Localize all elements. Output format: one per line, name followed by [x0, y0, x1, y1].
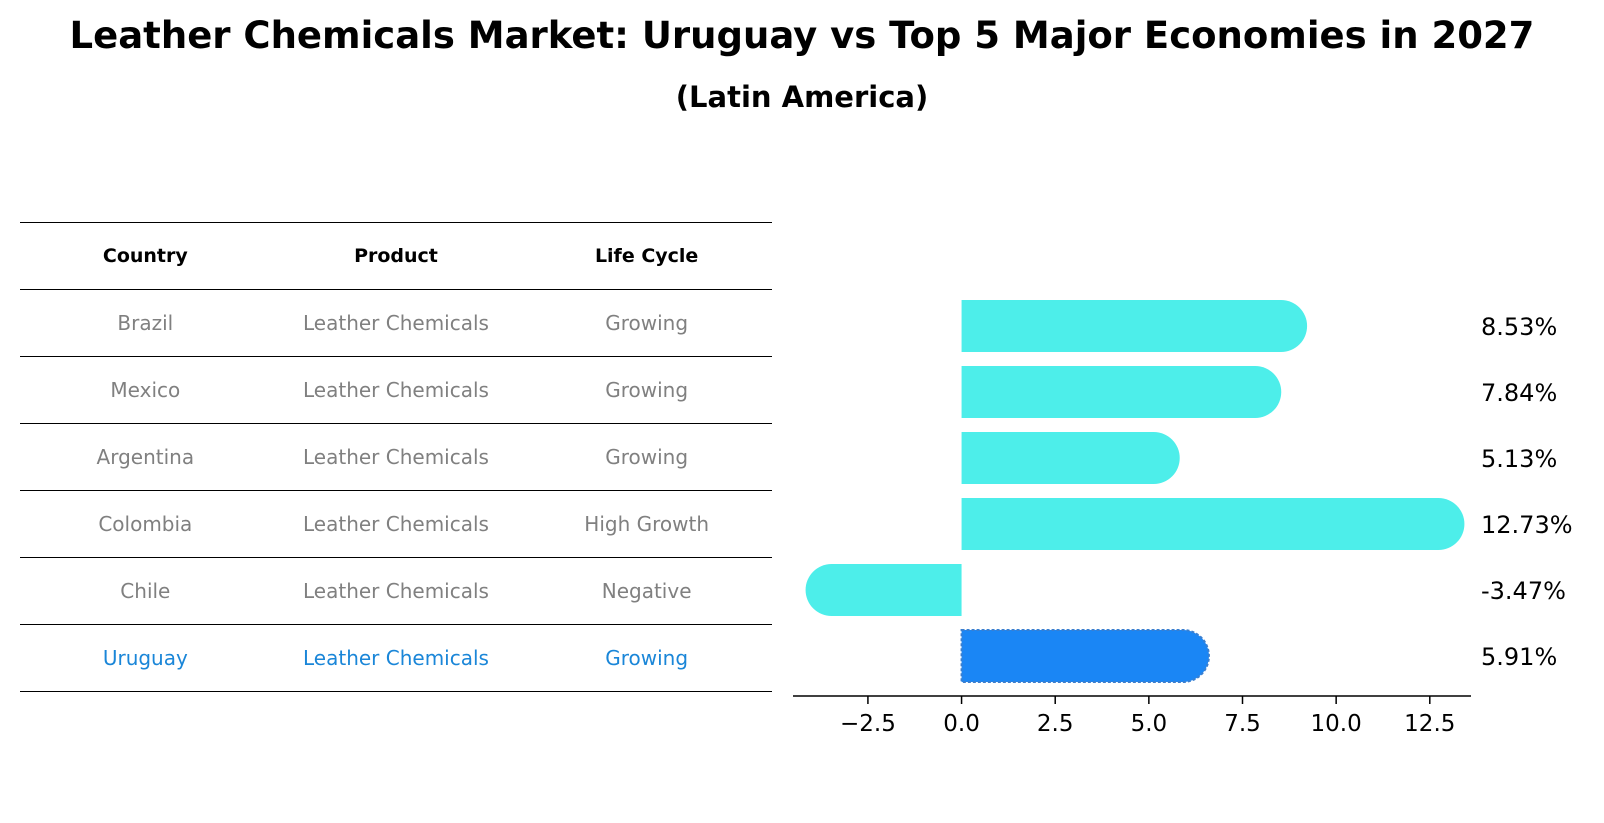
table-row: Colombia Leather Chemicals High Growth	[20, 491, 772, 558]
x-tick-label: 12.5	[1404, 711, 1455, 737]
product-cell: Leather Chemicals	[303, 378, 489, 402]
value-label-mexico: 7.84%	[1481, 379, 1557, 407]
life-cycle-cell: High Growth	[584, 512, 709, 536]
chart-subtitle: (Latin America)	[675, 80, 929, 114]
table-header-row: Country Product Life Cycle	[20, 223, 772, 290]
product-cell: Leather Chemicals	[303, 512, 489, 536]
country-cell: Argentina	[96, 445, 195, 469]
bar-mexico	[961, 366, 1282, 418]
product-cell: Leather Chemicals	[303, 445, 489, 469]
product-cell: Leather Chemicals	[303, 579, 489, 603]
table-row: Mexico Leather Chemicals Growing	[20, 357, 772, 424]
table-row-highlighted: Uruguay Leather Chemicals Growing	[20, 625, 772, 692]
x-tick-label: 7.5	[1224, 711, 1261, 737]
bar-colombia	[961, 498, 1465, 550]
life-cycle-cell: Growing	[605, 646, 689, 670]
value-label-brazil: 8.53%	[1481, 313, 1557, 341]
x-tick-label: 0.0	[943, 711, 980, 737]
product-cell: Leather Chemicals	[303, 311, 489, 335]
country-cell: Brazil	[117, 311, 174, 335]
country-cell: Chile	[120, 579, 171, 603]
life-cycle-cell: Negative	[601, 579, 692, 603]
country-cell: Uruguay	[102, 646, 188, 670]
x-tick-label: −2.5	[840, 711, 896, 737]
life-cycle-table: Country Product Life Cycle Brazil Leathe…	[20, 222, 772, 692]
life-cycle-cell: Growing	[605, 311, 689, 335]
header-life-cycle: Life Cycle	[594, 245, 699, 267]
table-row: Brazil Leather Chemicals Growing	[20, 290, 772, 357]
country-cell: Colombia	[98, 512, 193, 536]
x-tick-label: 10.0	[1311, 711, 1362, 737]
value-label-uruguay: 5.91%	[1481, 643, 1557, 671]
life-cycle-cell: Growing	[605, 445, 689, 469]
bar-chile	[805, 564, 962, 616]
header-product: Product	[354, 245, 438, 267]
bar-uruguay	[960, 629, 1210, 683]
header-country: Country	[102, 245, 188, 267]
country-cell: Mexico	[110, 378, 181, 402]
bar-argentina	[961, 432, 1180, 484]
bar-brazil	[961, 300, 1308, 352]
life-cycle-cell: Growing	[605, 378, 689, 402]
value-label-argentina: 5.13%	[1481, 445, 1557, 473]
value-label-chile: -3.47%	[1481, 577, 1566, 605]
chart-title: Leather Chemicals Market: Uruguay vs Top…	[69, 14, 1535, 57]
table-row: Chile Leather Chemicals Negative	[20, 558, 772, 625]
product-cell: Leather Chemicals	[303, 646, 489, 670]
x-tick-label: 2.5	[1037, 711, 1074, 737]
value-label-colombia: 12.73%	[1481, 511, 1573, 539]
x-tick-label: 5.0	[1131, 711, 1168, 737]
table-row: Argentina Leather Chemicals Growing	[20, 424, 772, 491]
